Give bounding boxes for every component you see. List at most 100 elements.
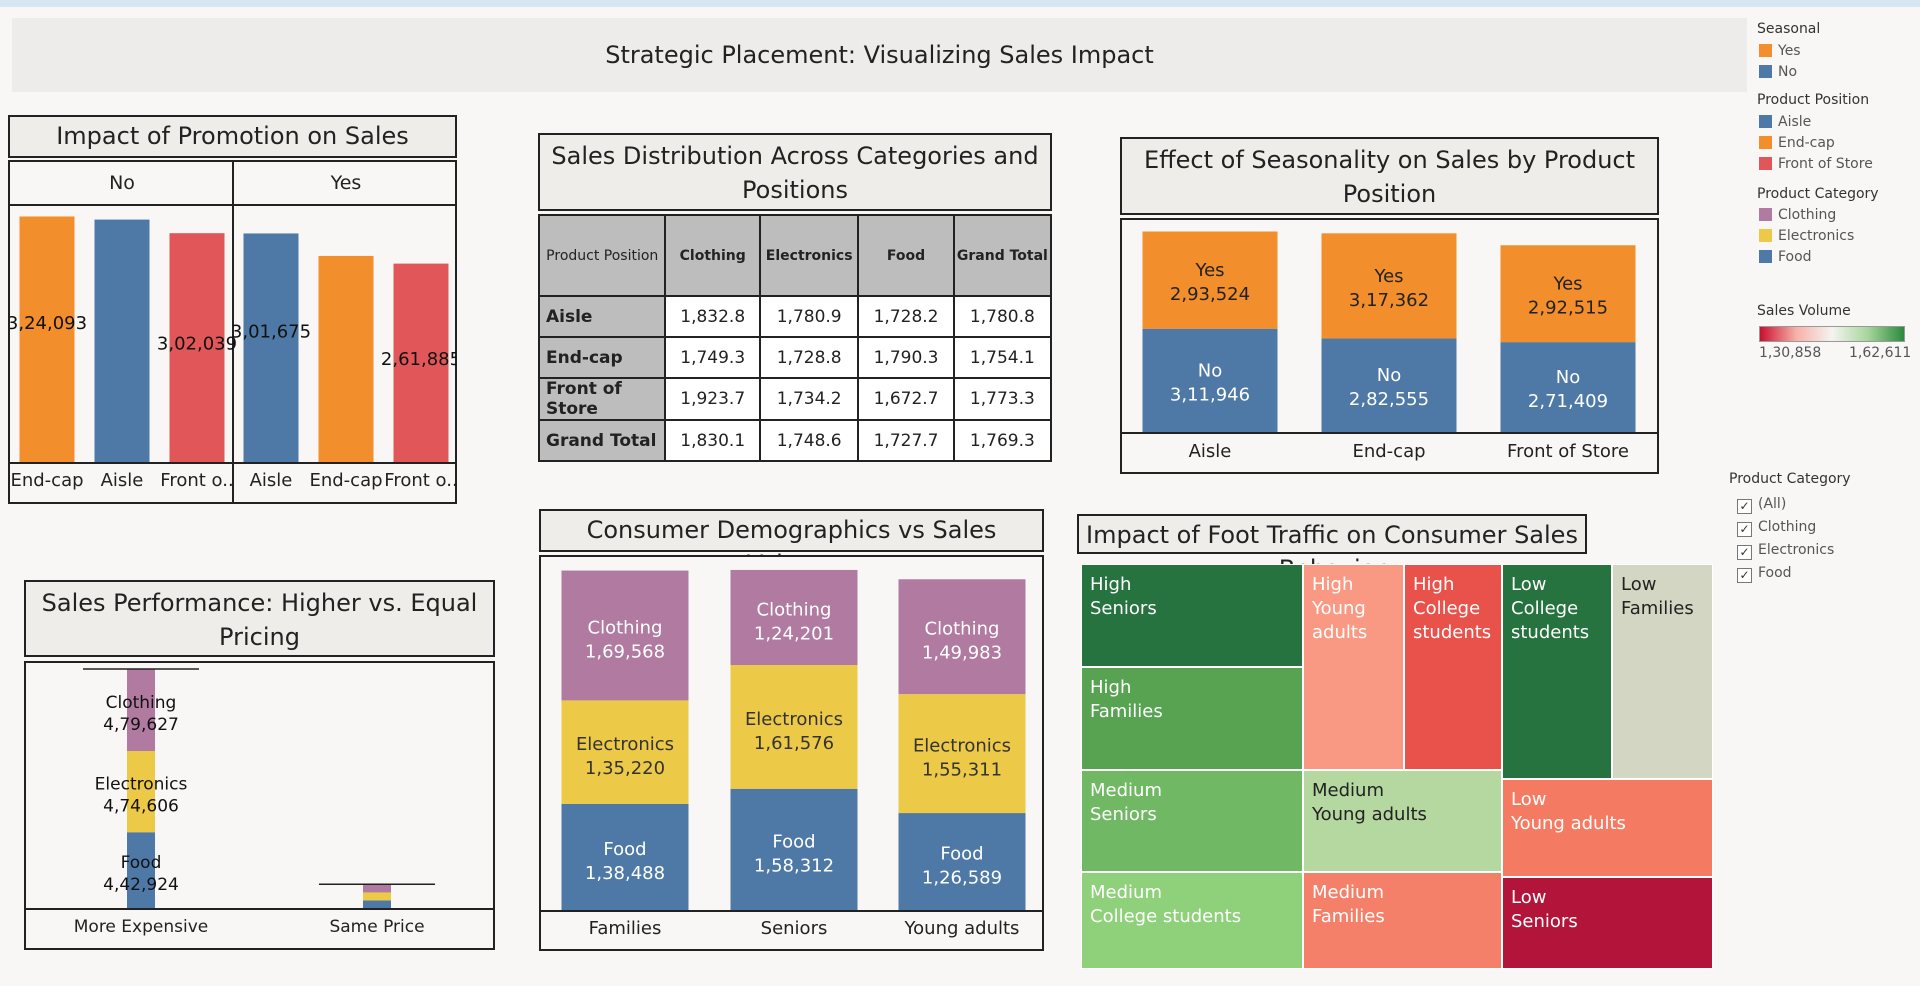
treemap-level: Low xyxy=(1511,574,1547,595)
legend-swatch xyxy=(1759,229,1772,242)
promotion-bars: 3,24,093 End-cap Aisle 3,02,039 Front o.. 3,0… xyxy=(10,216,456,491)
foot-traffic-title: Impact of Foot Traffic on Consumer Sales… xyxy=(1077,514,1587,583)
legend-swatch xyxy=(1759,136,1772,149)
segment-label: Food xyxy=(121,853,162,873)
sales-volume-gradient xyxy=(1759,326,1905,342)
row-header: Aisle xyxy=(537,295,667,338)
x-tick-label: Aisle xyxy=(250,470,293,491)
x-tick-label: Aisle xyxy=(1189,441,1232,462)
segment-label: Clothing xyxy=(757,599,832,620)
table-cell: 1,769.3 xyxy=(952,419,1053,462)
demo-bar-electronics xyxy=(561,700,689,804)
checkbox[interactable]: ✓ xyxy=(1737,499,1752,514)
bar-value-label: 3,02,039 xyxy=(157,334,237,355)
table-header: Food xyxy=(857,214,955,297)
treemap-segment: students xyxy=(1511,622,1590,643)
row-header: Front of Store xyxy=(537,377,667,421)
treemap-cell: High Seniors xyxy=(1081,564,1303,667)
legend-item: Front of Store xyxy=(1759,156,1873,172)
table-cell: 1,773.3 xyxy=(952,377,1053,421)
segment-value: 2,82,555 xyxy=(1349,389,1429,410)
panel-label-no: No xyxy=(109,172,135,194)
treemap-segment: College xyxy=(1413,598,1481,619)
table-cell: 1,728.8 xyxy=(758,336,860,379)
treemap-cell: Low College students xyxy=(1502,564,1612,779)
treemap-segment: students xyxy=(1413,622,1492,643)
season-bar-yes xyxy=(1500,245,1636,343)
segment-value: 2,92,515 xyxy=(1528,298,1608,319)
table-row: Aisle 1,832.8 1,780.9 1,728.2 1,780.8 xyxy=(537,295,1053,338)
checkbox[interactable]: ✓ xyxy=(1737,568,1752,583)
table-cell: 1,734.2 xyxy=(758,377,860,421)
segment-label: Clothing xyxy=(588,617,663,638)
x-tick-label: Seniors xyxy=(761,918,828,939)
legend-item: Yes xyxy=(1759,43,1801,59)
table-cell: 1,780.8 xyxy=(952,295,1053,338)
checkbox[interactable]: ✓ xyxy=(1737,545,1752,560)
treemap-segment: Families xyxy=(1090,701,1163,722)
treemap-level: High xyxy=(1312,574,1354,595)
panel-divider xyxy=(232,162,234,502)
season-bar-no xyxy=(1142,328,1278,432)
treemap-segment: Young xyxy=(1312,598,1366,619)
legend-swatch xyxy=(1759,157,1772,170)
filter-title: Product Category xyxy=(1729,471,1851,487)
seasonality-bars: No 3,11,946 Yes 2,93,524 Aisle No 2,82,555 Yes 3… xyxy=(1142,231,1636,462)
season-bar-no xyxy=(1500,342,1636,432)
legend-swatch xyxy=(1759,115,1772,128)
segment-label: Food xyxy=(772,831,815,852)
treemap-cell: Low Seniors xyxy=(1502,877,1713,969)
x-tick-label: Front o.. xyxy=(160,470,233,491)
promotion-bar xyxy=(393,263,449,462)
x-tick-label: Same Price xyxy=(329,917,424,937)
segment-value: 4,79,627 xyxy=(103,715,179,735)
legend-title: Seasonal xyxy=(1757,21,1821,37)
table-cell: 1,728.2 xyxy=(857,295,955,338)
price-bar-electronics xyxy=(127,751,155,833)
sales-table: Product Position Clothing Electronics Food G… xyxy=(537,214,1053,462)
segment-label: Yes xyxy=(1194,260,1224,281)
treemap-level: Low xyxy=(1511,887,1547,908)
table-row: Front of Store 1,923.7 1,734.2 1,672.7 1,773… xyxy=(537,377,1053,421)
price-bar-electronics xyxy=(363,892,391,901)
demo-bar-electronics xyxy=(730,665,858,789)
foot-traffic-treemap: High Seniors High Families High Young adults Hi… xyxy=(1081,564,1713,969)
treemap-segment: Young adults xyxy=(1312,804,1427,825)
legend-swatch xyxy=(1759,208,1772,221)
segment-value: 4,74,606 xyxy=(103,797,179,817)
treemap-segment: Seniors xyxy=(1090,598,1157,619)
segment-value: 1,61,576 xyxy=(754,733,834,754)
bar-value-label: 3,24,093 xyxy=(10,313,87,334)
table-cell: 1,672.7 xyxy=(857,377,955,421)
x-tick-label: Aisle xyxy=(101,470,144,491)
segment-value: 1,69,568 xyxy=(585,641,665,662)
gradient-min: 1,30,858 xyxy=(1759,345,1822,361)
price-bar-clothing xyxy=(363,884,391,893)
checkbox[interactable]: ✓ xyxy=(1737,522,1752,537)
bar-value-label: 3,01,675 xyxy=(231,322,311,343)
filter-option[interactable]: ✓ Clothing xyxy=(1737,519,1816,537)
axis-line xyxy=(26,908,493,910)
promotion-bar xyxy=(243,233,299,462)
table-cell: 1,749.3 xyxy=(664,336,761,379)
treemap-cell: High Families xyxy=(1081,667,1303,770)
treemap-cell: Medium College students xyxy=(1081,872,1303,969)
x-tick-label: Young adults xyxy=(904,918,1020,939)
segment-label: Yes xyxy=(1373,266,1403,287)
table-header: Grand Total xyxy=(952,214,1053,297)
filter-option[interactable]: ✓ Food xyxy=(1737,565,1792,583)
price-bar-clothing xyxy=(127,669,155,752)
demographics-bars: Food 1,38,488 Electronics 1,35,220 Clothing 1… xyxy=(561,569,1026,939)
x-tick-label: End-cap xyxy=(1352,441,1425,462)
legend-title: Product Position xyxy=(1757,92,1870,108)
demo-bar-clothing xyxy=(730,569,858,666)
treemap-level: High xyxy=(1090,677,1132,698)
segment-label: Electronics xyxy=(576,734,674,755)
panel-header-line xyxy=(10,204,456,206)
filter-option[interactable]: ✓ (All) xyxy=(1737,496,1786,514)
gradient-bar xyxy=(1759,326,1905,342)
price-bar-food xyxy=(363,900,391,908)
filter-option[interactable]: ✓ Electronics xyxy=(1737,542,1834,560)
treemap-level: Medium xyxy=(1090,780,1162,801)
